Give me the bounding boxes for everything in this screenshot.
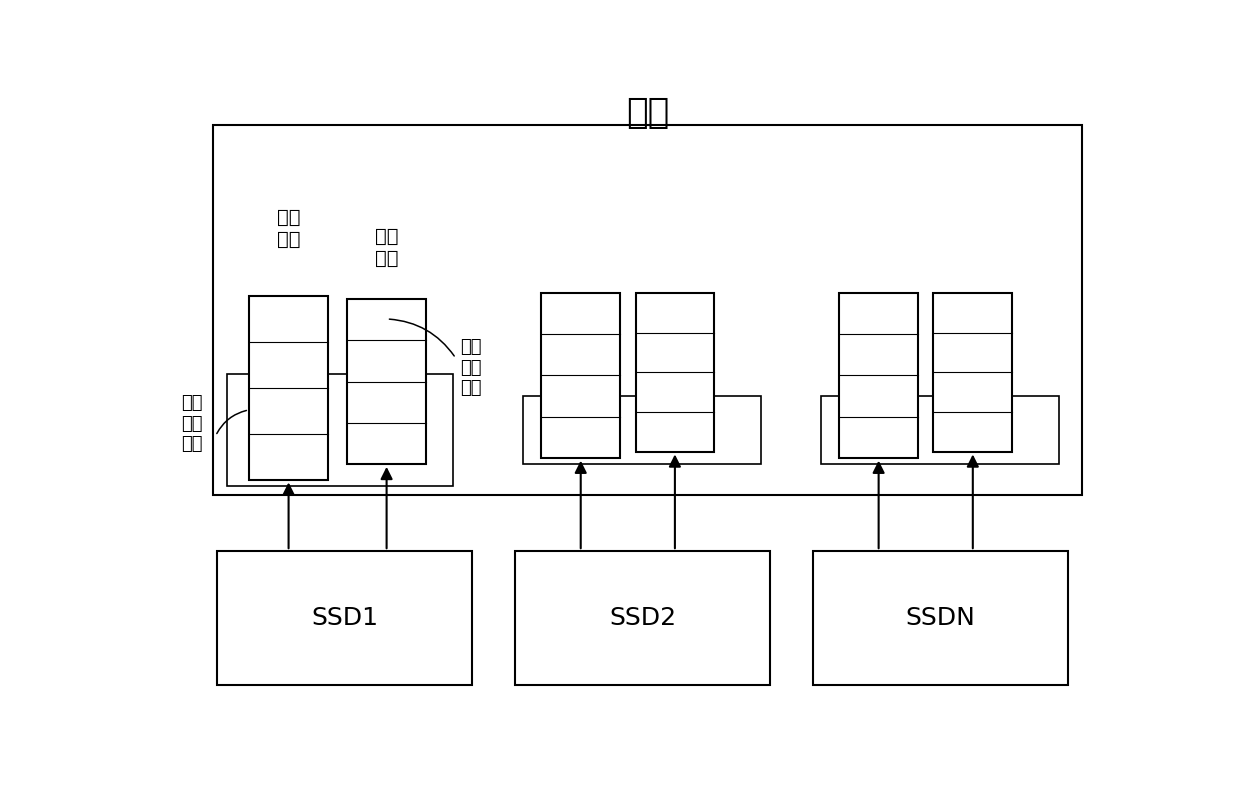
- Bar: [839, 293, 918, 458]
- Bar: [347, 299, 427, 464]
- Text: 提交
队列: 提交 队列: [277, 208, 300, 250]
- Text: SSD2: SSD2: [609, 606, 676, 630]
- Bar: [227, 374, 453, 486]
- Text: 完成
队列
实体: 完成 队列 实体: [460, 338, 482, 398]
- Text: 主机: 主机: [626, 95, 670, 129]
- Bar: [213, 125, 1083, 495]
- Text: SSDN: SSDN: [905, 606, 976, 630]
- Bar: [635, 293, 714, 452]
- Bar: [813, 551, 1068, 685]
- Text: SSD1: SSD1: [311, 606, 378, 630]
- Bar: [516, 551, 770, 685]
- Text: 完成
队列: 完成 队列: [374, 227, 398, 268]
- Bar: [523, 396, 761, 464]
- Bar: [934, 293, 1012, 452]
- Bar: [821, 396, 1059, 464]
- Bar: [542, 293, 620, 458]
- Text: 提交
队列
实体: 提交 队列 实体: [181, 393, 202, 453]
- Bar: [249, 296, 327, 480]
- Bar: [217, 551, 472, 685]
